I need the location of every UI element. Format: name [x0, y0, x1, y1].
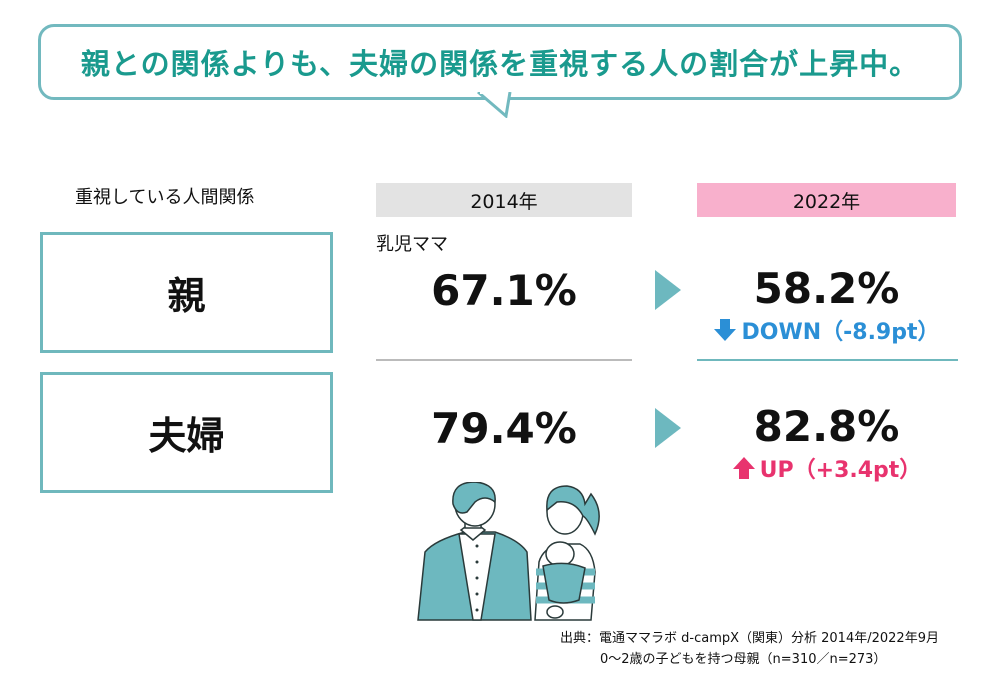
arrow-up-icon [732, 457, 755, 479]
headline: 親との関係よりも、夫婦の関係を重視する人の割合が上昇中。 [80, 47, 920, 81]
column-header-2022: 2022年 [697, 183, 956, 217]
column-header-2014: 2014年 [376, 183, 632, 217]
value-couple-2014: 79.4% [431, 404, 577, 453]
value-parents-2022: 58.2% [753, 264, 900, 313]
change-couple: UP（+3.4pt） [697, 452, 956, 484]
arrow-down-icon [714, 319, 737, 341]
subgroup-label: 乳児ママ [376, 234, 448, 255]
source-line-2: 0〜2歳の子どもを持つ母親（n=310／n=273） [600, 652, 887, 667]
row-header-label: 重視している人間関係 [75, 187, 255, 208]
divider [697, 359, 958, 361]
couple-with-baby-illustration [417, 482, 600, 621]
arrow-right-icon [655, 408, 681, 448]
divider [376, 359, 632, 361]
speech-bubble-tail [477, 92, 512, 118]
change-label: UP（+3.4pt） [759, 458, 922, 483]
row-label-parents: 親 [40, 232, 333, 353]
change-label: DOWN（-8.9pt） [741, 320, 940, 345]
value-couple-2022: 82.8% [753, 402, 900, 451]
source-line-1: 出典：電通ママラボ d-campX（関東）分析 2014年/2022年9月 [560, 631, 939, 646]
value-parents-2014: 67.1% [431, 266, 577, 315]
arrow-right-icon [655, 270, 681, 310]
change-parents: DOWN（-8.9pt） [697, 314, 956, 346]
row-label-couple: 夫婦 [40, 372, 333, 493]
